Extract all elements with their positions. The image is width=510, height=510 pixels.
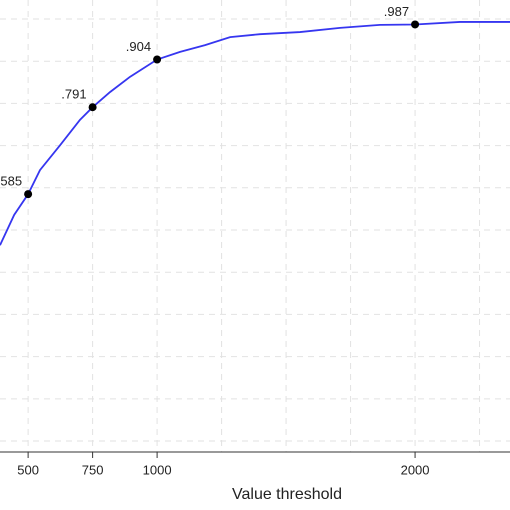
- x-axis-label: Value threshold: [232, 486, 342, 503]
- point: [411, 20, 420, 29]
- x-tick-label: 1000: [143, 462, 172, 477]
- point: [88, 103, 97, 112]
- x-tick-label: 750: [82, 462, 104, 477]
- x-tick-label: 2000: [401, 462, 430, 477]
- x-tick-label: 500: [17, 462, 39, 477]
- point: [153, 55, 162, 64]
- data-label: .904: [126, 39, 151, 54]
- data-label: .987: [384, 4, 409, 19]
- line: [0, 21, 510, 246]
- data-label: .585: [0, 174, 22, 189]
- data-label: .791: [61, 87, 86, 102]
- point: [24, 190, 33, 199]
